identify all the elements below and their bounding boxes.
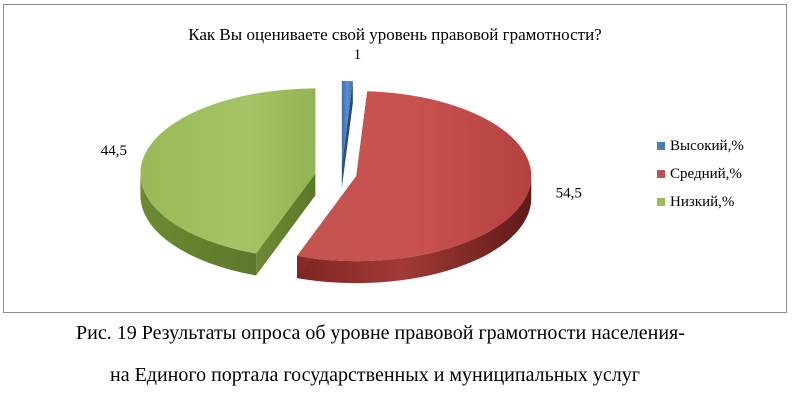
legend-item-0: Высокий,% (657, 138, 744, 154)
data-label-1: 54,5 (556, 185, 582, 201)
legend-swatch-1 (657, 170, 665, 178)
figure-caption-line-2: на Единого портала государственных и мун… (110, 364, 640, 386)
legend-swatch-0 (657, 142, 665, 150)
legend-swatch-2 (657, 198, 665, 206)
pie-chart: Как Вы оцениваете свой уровень правовой … (101, 25, 744, 284)
legend-item-2: Низкий,% (657, 194, 734, 210)
slice-1 (296, 91, 532, 262)
data-labels: 1 54,5 44,5 (101, 47, 582, 201)
legend-item-1: Средний,% (657, 166, 742, 182)
slice-0 (341, 80, 353, 166)
legend: Высокий,% Средний,% Низкий,% (657, 138, 744, 210)
figure-caption-line-1: Рис. 19 Результаты опроса об уровне прав… (76, 322, 685, 344)
pie-top-layer (140, 80, 532, 262)
data-label-2: 44,5 (101, 143, 127, 159)
slice-depth-0 (341, 81, 353, 188)
chart-title: Как Вы оцениваете свой уровень правовой … (188, 25, 601, 44)
legend-label-1: Средний,% (670, 166, 742, 182)
data-label-0: 1 (354, 47, 362, 63)
legend-label-2: Низкий,% (670, 194, 734, 210)
slice-2 (140, 88, 316, 254)
slice-depth-2 (140, 173, 316, 276)
chart-frame: Как Вы оцениваете свой уровень правовой … (3, 4, 787, 313)
legend-label-0: Высокий,% (670, 138, 744, 154)
